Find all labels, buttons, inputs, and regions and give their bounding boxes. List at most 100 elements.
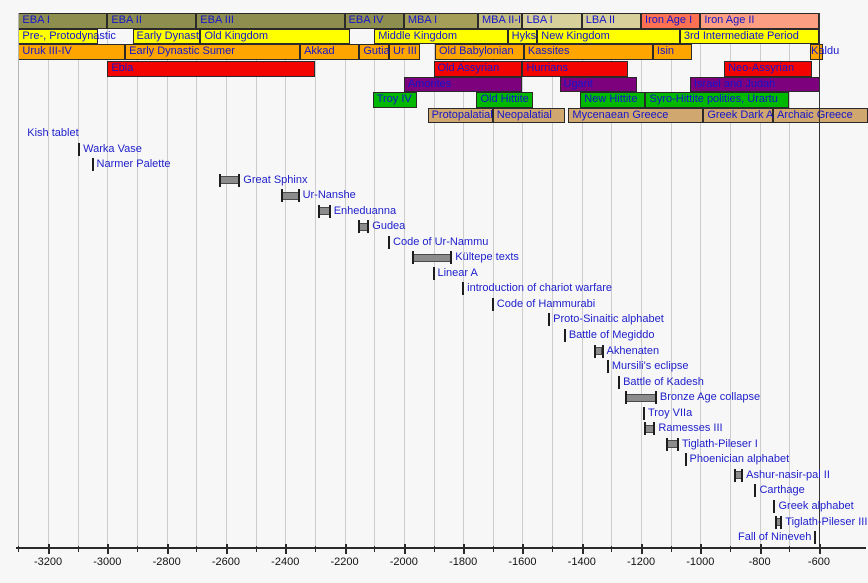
period-segment-ebla: Ebla: [107, 61, 315, 77]
x-axis-minor-tick: [611, 546, 613, 552]
x-axis-tick-label: -2000: [389, 556, 418, 568]
period-segment-eba-ii: EBA II: [107, 13, 197, 29]
period-segment-troy-iv: Troy IV: [372, 92, 418, 108]
period-segment-isin: Isin: [652, 44, 693, 60]
event-marker-whisker: [644, 422, 647, 436]
event-marker-whisker: [676, 437, 679, 451]
period-segment-neo-assyrian: Neo-Assyrian: [724, 61, 812, 77]
x-axis-tick-label: -800: [748, 556, 771, 568]
x-axis-tick-label: -2200: [330, 556, 359, 568]
x-axis-minor-tick: [492, 546, 494, 552]
event-marker-tick: [814, 531, 817, 545]
event-marker-tick: [773, 499, 776, 513]
event-label-fall-of-nineveh: Fall of Nineveh: [738, 531, 812, 544]
event-marker-whisker: [238, 173, 241, 187]
event-label-kish-tablet: Kish tablet: [27, 127, 79, 139]
period-segment-protopalatial: Protopalatial: [427, 107, 493, 123]
gridline: [641, 13, 643, 547]
event-marker-whisker: [367, 220, 370, 234]
event-label-introduction-of-chariot-warfare: introduction of chariot warfare: [467, 282, 613, 295]
x-axis-major-tick: [700, 544, 703, 554]
gridline: [611, 13, 613, 547]
x-axis-major-tick: [463, 544, 466, 554]
event-label-k-ltepe-texts: Kültepe texts: [455, 251, 519, 264]
period-segment-old-babylonian: Old Babylonian: [434, 44, 524, 60]
plot-left-frame: [18, 13, 20, 547]
event-label-mursili-s-eclipse: Mursili's eclipse: [611, 360, 689, 373]
period-segment-mba-i: MBA I: [403, 13, 478, 29]
event-label-code-of-ur-nammu: Code of Ur-Nammu: [393, 235, 489, 248]
period-segment-early-dynastic: Early Dynastic: [132, 28, 207, 44]
gridline: [670, 13, 672, 547]
x-axis-tick-label: -1200: [626, 556, 656, 568]
x-axis-major-tick: [107, 544, 110, 554]
period-segment-old-hittite: Old Hittite: [476, 92, 533, 108]
period-segment-syro-hittite-polities-urartu: Syro-Hittite polities, Urartu: [645, 92, 790, 108]
event-label-battle-of-kadesh: Battle of Kadesh: [623, 375, 704, 388]
gridline: [433, 13, 435, 547]
event-marker-whisker: [358, 220, 361, 234]
x-axis-major-tick: [166, 544, 169, 554]
period-segment-early-dynastic-sumer: Early Dynastic Sumer: [125, 44, 301, 60]
event-marker-whisker: [741, 468, 744, 482]
gridline: [581, 13, 583, 547]
x-axis-major-tick: [48, 544, 51, 554]
x-axis-tick-label: -2800: [152, 556, 181, 568]
x-axis-major-tick: [344, 544, 347, 554]
event-label-ur-nanshe: Ur-Nanshe: [302, 189, 356, 202]
event-label-troy-viia: Troy VIIa: [648, 406, 693, 419]
gridline: [789, 13, 791, 547]
gridline: [48, 13, 50, 547]
x-axis-minor-tick: [314, 546, 316, 552]
event-marker-tick: [754, 484, 757, 498]
period-segment-eba-iii: EBA III: [196, 13, 345, 29]
x-axis-major-tick: [581, 544, 584, 554]
event-label-narmer-palette: Narmer Palette: [96, 158, 171, 171]
gridline: [344, 13, 346, 547]
period-segment-eba-iv: EBA IV: [344, 13, 404, 29]
period-segment-lba-i: LBA I: [522, 13, 582, 29]
gridline: [463, 13, 465, 547]
period-segment-gutian: Gutian: [359, 44, 396, 60]
x-axis-minor-tick: [552, 546, 554, 552]
x-axis-minor-tick: [433, 546, 435, 552]
gridline: [107, 13, 109, 547]
gridline: [552, 13, 554, 547]
gridline: [374, 13, 376, 547]
x-axis-tick-label: -1800: [449, 556, 478, 568]
x-axis-minor-tick: [730, 546, 731, 552]
x-axis-tick-label: -1400: [567, 556, 596, 568]
x-axis-tick-label: -600: [807, 556, 830, 568]
gridline: [225, 13, 227, 547]
x-axis-major-tick: [403, 544, 406, 554]
period-segment-uruk-iii-iv: Uruk III-IV: [18, 44, 126, 60]
period-segment-neopalatial: Neopalatial: [492, 107, 566, 123]
event-label-great-sphinx: Great Sphinx: [243, 173, 308, 186]
event-marker-whisker: [318, 204, 321, 218]
gridline: [255, 13, 257, 547]
event-marker-whisker: [281, 189, 284, 203]
x-axis-minor-tick: [789, 546, 791, 552]
x-axis-major-tick: [225, 544, 228, 554]
event-marker-whisker: [734, 468, 737, 482]
x-axis-major-tick: [818, 544, 821, 554]
x-axis-minor-tick: [18, 546, 20, 552]
period-segment-israel-and-judah: Israel and Judah: [689, 76, 821, 92]
event-label-carthage: Carthage: [759, 484, 805, 497]
event-marker-tick: [78, 142, 81, 156]
event-marker-tick: [563, 329, 566, 343]
event-label-code-of-hammurabi: Code of Hammurabi: [496, 297, 596, 310]
period-segment-lba-ii: LBA II: [581, 13, 642, 29]
period-segment-iron-age-i: Iron Age I: [641, 13, 701, 29]
period-segment-pre-protodynastic: Pre-, Protodynastic: [18, 28, 116, 44]
event-marker-whisker: [780, 515, 783, 529]
x-axis-major-tick: [522, 544, 525, 554]
event-marker-whisker: [450, 251, 453, 265]
period-segment-3rd-intermediate-period: 3rd Intermediate Period: [679, 28, 819, 44]
event-label-greek-alphabet: Greek alphabet: [778, 499, 854, 512]
